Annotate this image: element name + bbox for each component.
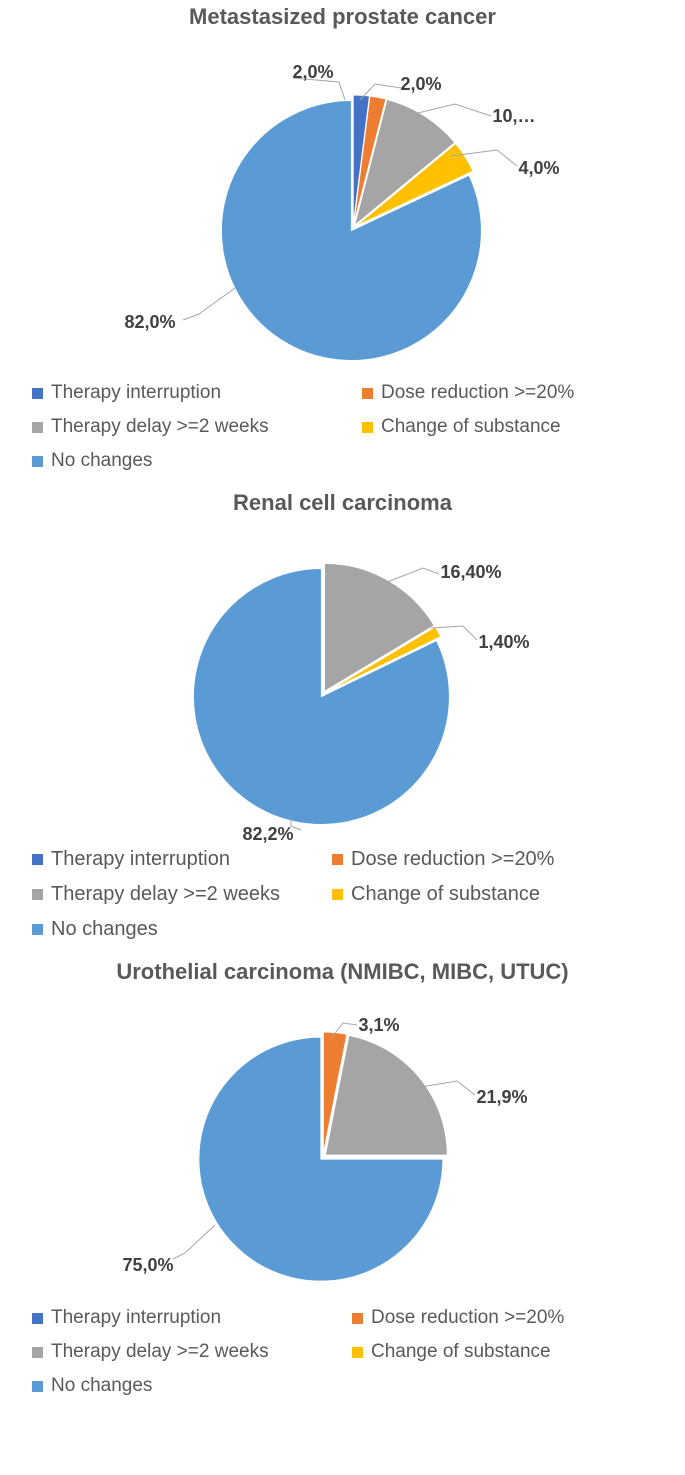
legend-swatch <box>332 854 343 865</box>
legend-item-dose_reduction: Dose reduction >=20% <box>332 848 642 871</box>
legend-label: Change of substance <box>351 883 540 906</box>
legend: Therapy interruption Dose reduction >=20%… <box>20 1307 665 1397</box>
legend-swatch <box>32 456 43 467</box>
legend-swatch <box>32 854 43 865</box>
leader-line <box>173 1225 215 1259</box>
legend-item-change_substance: Change of substance <box>352 1341 642 1363</box>
pie-wrap: 2,0%2,0%10,…4,0%82,0% <box>20 38 665 368</box>
legend-label: No changes <box>51 450 152 472</box>
legend-swatch <box>32 924 43 935</box>
legend-swatch <box>352 1313 363 1324</box>
legend-label: Change of substance <box>381 416 561 438</box>
legend: Therapy interruption Dose reduction >=20%… <box>20 382 665 472</box>
legend-label: Therapy interruption <box>51 848 230 871</box>
legend-item-no_changes: No changes <box>32 1375 342 1397</box>
legend-item-no_changes: No changes <box>32 450 352 472</box>
legend-swatch <box>32 1313 43 1324</box>
chart-title: Urothelial carcinoma (NMIBC, MIBC, UTUC) <box>20 959 665 985</box>
legend-label: Therapy interruption <box>51 382 221 404</box>
legend-label: No changes <box>51 918 158 941</box>
legend-item-no_changes: No changes <box>32 918 322 941</box>
chart-panel-urothelial: Urothelial carcinoma (NMIBC, MIBC, UTUC)… <box>0 959 685 1411</box>
legend-swatch <box>332 889 343 900</box>
legend-item-therapy_delay: Therapy delay >=2 weeks <box>32 883 322 906</box>
legend-item-dose_reduction: Dose reduction >=20% <box>352 1307 642 1329</box>
legend-item-therapy_interruption: Therapy interruption <box>32 382 352 404</box>
legend-swatch <box>32 388 43 399</box>
legend-item-change_substance: Change of substance <box>332 883 642 906</box>
pie-svg <box>23 993 663 1293</box>
legend-item-therapy_delay: Therapy delay >=2 weeks <box>32 416 352 438</box>
legend-swatch <box>352 1347 363 1358</box>
legend-swatch <box>32 1381 43 1392</box>
pie-svg <box>23 524 663 834</box>
legend-item-therapy_interruption: Therapy interruption <box>32 848 322 871</box>
pie-wrap: 3,1%21,9%75,0% <box>20 993 665 1293</box>
legend-swatch <box>362 422 373 433</box>
legend-item-change_substance: Change of substance <box>362 416 642 438</box>
pie-wrap: 16,40%1,40%82,2% <box>20 524 665 834</box>
leader-line <box>293 78 345 100</box>
legend-swatch <box>32 889 43 900</box>
legend-label: Dose reduction >=20% <box>351 848 554 871</box>
legend-item-therapy_delay: Therapy delay >=2 weeks <box>32 1341 342 1363</box>
chart-title: Metastasized prostate cancer <box>20 4 665 30</box>
legend-item-dose_reduction: Dose reduction >=20% <box>362 382 642 404</box>
legend-swatch <box>32 422 43 433</box>
legend-label: Therapy delay >=2 weeks <box>51 1341 269 1363</box>
legend-label: Change of substance <box>371 1341 551 1363</box>
chart-title: Renal cell carcinoma <box>20 490 665 516</box>
chart-panel-prostate: Metastasized prostate cancer 2,0%2,0%10,…… <box>0 4 685 486</box>
chart-panel-renal: Renal cell carcinoma 16,40%1,40%82,2% Ther… <box>0 490 685 955</box>
legend-swatch <box>362 388 373 399</box>
legend-item-therapy_interruption: Therapy interruption <box>32 1307 342 1329</box>
legend-label: Dose reduction >=20% <box>371 1307 564 1329</box>
pie-svg <box>23 38 663 368</box>
legend-label: Therapy delay >=2 weeks <box>51 883 280 906</box>
legend-label: Therapy interruption <box>51 1307 221 1329</box>
legend: Therapy interruption Dose reduction >=20%… <box>20 848 665 941</box>
legend-label: Dose reduction >=20% <box>381 382 574 404</box>
legend-swatch <box>32 1347 43 1358</box>
legend-label: Therapy delay >=2 weeks <box>51 416 269 438</box>
legend-label: No changes <box>51 1375 152 1397</box>
leader-line <box>183 288 235 320</box>
